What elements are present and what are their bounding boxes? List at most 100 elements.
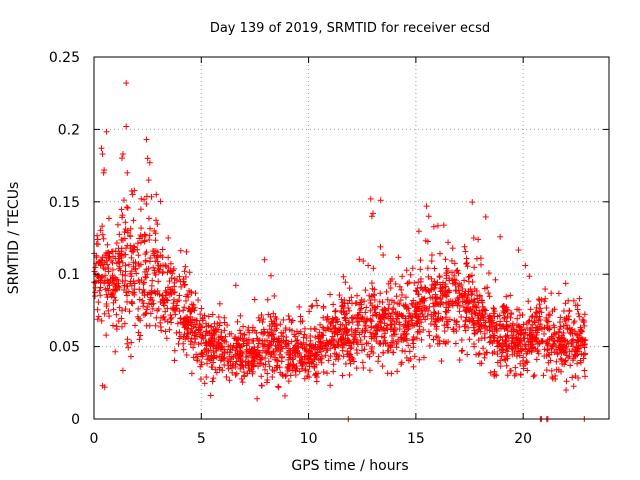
data-point [403,267,410,274]
data-point [546,351,553,358]
data-point [270,310,277,317]
data-point [225,365,232,372]
data-point [330,301,337,308]
data-point [482,319,489,326]
data-point [154,307,161,314]
data-point [325,357,332,364]
data-point [140,300,147,307]
data-point [459,347,466,354]
data-point [121,320,128,327]
data-point-outlier [146,159,153,166]
data-point-outlier [369,210,376,217]
data-point [203,349,210,356]
data-point [263,349,270,356]
data-point [153,314,160,321]
data-point [466,307,473,314]
data-point-outlier [100,169,107,176]
data-point [383,288,390,295]
data-point [366,367,373,374]
data-point [308,352,315,359]
data-point [271,321,278,328]
data-point [183,248,190,255]
data-point [486,312,493,319]
data-point [417,278,424,285]
data-point [581,351,588,358]
data-point [212,326,219,333]
data-point [130,278,137,285]
data-point [273,345,280,352]
data-point [240,364,247,371]
data-point [233,344,240,351]
data-point [134,246,141,253]
data-point [307,337,314,344]
data-point [491,308,498,315]
data-point [142,310,149,317]
data-point [522,346,529,353]
data-point [424,312,431,319]
data-point [208,353,215,360]
data-point [118,206,125,213]
data-point [358,347,365,354]
data-point [115,245,122,252]
data-point [198,340,205,347]
data-point [404,321,411,328]
data-point [371,286,378,293]
data-point [399,273,406,280]
data-point [148,289,155,296]
data-point [332,308,339,315]
data-point [162,287,169,294]
data-point [209,378,216,385]
data-point [544,346,551,353]
data-point [176,329,183,336]
data-point [498,346,505,353]
data-point [141,238,148,245]
data-point [544,340,551,347]
data-point [322,352,329,359]
data-point [407,356,414,363]
data-point [503,353,510,360]
data-point [494,343,501,350]
data-point [182,263,189,270]
data-point [362,287,369,294]
data-point [473,351,480,358]
data-point [567,362,574,369]
data-point [206,330,213,337]
data-point [389,310,396,317]
data-point [477,317,484,324]
data-point [410,344,417,351]
data-point [559,332,566,339]
data-point [372,309,379,316]
data-point-outlier [138,195,145,202]
data-point [180,346,187,353]
data-point [170,306,177,313]
data-point [418,336,425,343]
data-point [345,337,352,344]
data-point [181,282,188,289]
data-point [311,364,318,371]
data-point [553,358,560,365]
data-point [334,318,341,325]
data-point [151,227,158,234]
data-point [336,352,343,359]
data-point [268,326,275,333]
data-point [447,298,454,305]
data-point [255,340,262,347]
data-point [516,338,523,345]
data-point [400,302,407,309]
data-point [487,369,494,376]
data-point [266,344,273,351]
data-point [170,300,177,307]
data-point [372,304,379,311]
tick-labels: 0 5 10 15 20 0 0.05 0.1 0.15 0.2 0.25 [49,50,532,447]
data-point [271,367,278,374]
data-point [124,340,131,347]
data-point [192,290,199,297]
data-point [430,223,437,230]
data-point [312,326,319,333]
data-point [367,297,374,304]
data-point [116,258,123,265]
data-point [351,329,358,336]
data-point [92,264,99,271]
data-point [167,286,174,293]
data-point [551,349,558,356]
